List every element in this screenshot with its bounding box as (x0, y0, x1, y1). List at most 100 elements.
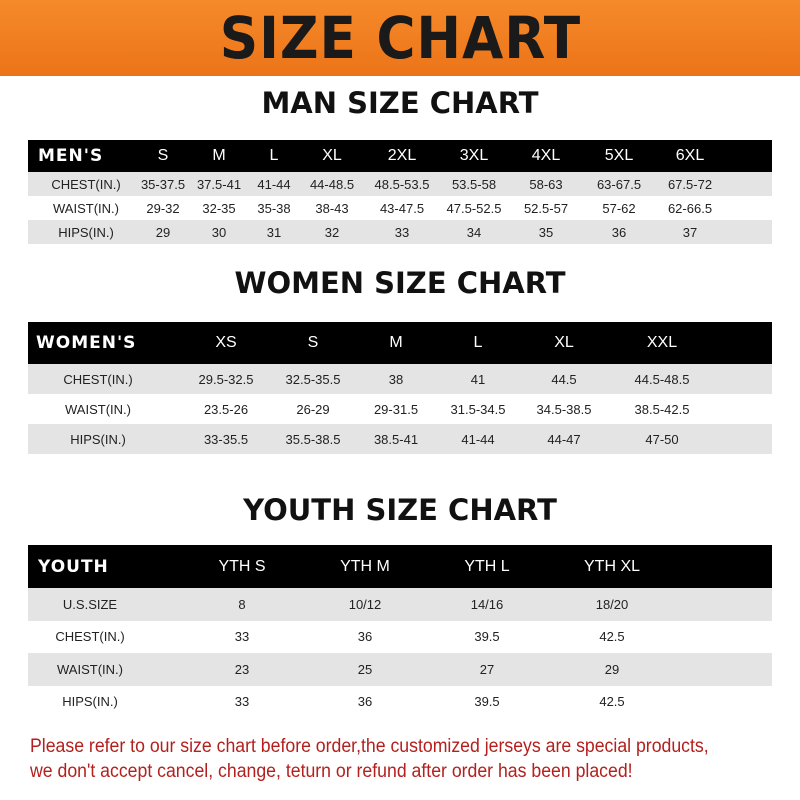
table-header: WOMEN'S XS S M L XL XXL (28, 322, 772, 364)
men-size-table: MEN'S S M L XL 2XL 3XL 4XL 5XL 6XL CHEST(IN.) 35-37… (28, 140, 772, 244)
row-label: WAIST(IN.) (57, 661, 123, 677)
table-cell: 35-38 (257, 200, 291, 216)
size-header: YTH XL (583, 557, 641, 575)
table-row: HIPS(IN.) 33-35.5 35.5-38.5 38.5-41 41-44 44-… (28, 424, 772, 454)
size-header: YTH S (218, 557, 266, 575)
table-cell: 38.5-41 (373, 431, 419, 447)
table-cell: 47-50 (645, 431, 679, 447)
size-header: YTH L (464, 557, 510, 575)
table-cell: 58-63 (529, 176, 563, 192)
row-label: CHEST(IN.) (55, 629, 125, 645)
table-cell: 27 (479, 661, 495, 677)
table-cell: 35.5-38.5 (285, 431, 341, 447)
table-cell: 42.5 (599, 694, 625, 710)
banner: SIZE CHART (0, 0, 800, 76)
table-cell: 62-66.5 (667, 200, 713, 216)
table-cell: 36 (357, 694, 373, 710)
order-note: Please refer to our size chart before or… (30, 734, 737, 784)
table-cell: 44.5-48.5 (634, 371, 690, 387)
banner-title: SIZE CHART (219, 4, 581, 72)
size-header: 5XL (604, 147, 634, 164)
size-header: S (157, 147, 169, 164)
size-header: M (212, 147, 226, 164)
table-cell: 44-47 (547, 431, 581, 447)
table-row: CHEST(IN.) 35-37.5 37.5-41 41-44 44-48.5 48.5… (28, 172, 772, 196)
table-row: HIPS(IN.) 33 36 39.5 42.5 (28, 685, 772, 718)
size-header: L (269, 147, 279, 164)
table-row: WAIST(IN.) 23 25 27 29 (28, 653, 772, 686)
table-cell: 29 (604, 661, 620, 677)
table-cell: 26-29 (296, 401, 330, 417)
table-row: WAIST(IN.) 29-32 32-35 35-38 38-43 43-47.5 47.… (28, 196, 772, 220)
size-header: YTH M (340, 557, 390, 575)
table-row: WAIST(IN.) 23.5-26 26-29 29-31.5 31.5-34.5 34… (28, 394, 772, 424)
youth-size-table: YOUTH YTH S YTH M YTH L YTH XL U.S.SIZE 8 10/12… (28, 545, 772, 718)
size-header: XL (322, 147, 342, 164)
table-cell: 63-67.5 (596, 176, 642, 192)
table-cell: 29-32 (146, 200, 180, 216)
table-cell: 35-37.5 (140, 176, 186, 192)
row-label: U.S.SIZE (62, 596, 118, 612)
size-header: XXL (646, 334, 678, 351)
table-cell: 25 (357, 661, 373, 677)
row-label: HIPS(IN.) (70, 431, 126, 447)
row-label: HIPS(IN.) (58, 224, 114, 240)
table-cell: 23.5-26 (203, 401, 249, 417)
table-row: U.S.SIZE 8 10/12 14/16 18/20 (28, 588, 772, 621)
table-cell: 39.5 (474, 694, 500, 710)
table-cell: 47.5-52.5 (446, 200, 502, 216)
size-header: 4XL (531, 147, 561, 164)
note-line-2: we don't accept cancel, change, teturn o… (30, 761, 633, 782)
table-cell: 48.5-53.5 (374, 176, 430, 192)
table-cell: 53.5-58 (451, 176, 497, 192)
table-cell: 29-31.5 (373, 401, 419, 417)
size-header: 6XL (675, 147, 705, 164)
table-title-cell: MEN'S (38, 146, 104, 166)
table-title-cell: WOMEN'S (36, 333, 137, 353)
table-cell: 36 (357, 629, 373, 645)
size-header: L (473, 334, 483, 351)
table-cell: 10/12 (348, 596, 382, 612)
table-cell: 43-47.5 (379, 200, 425, 216)
table-cell: 44-48.5 (309, 176, 355, 192)
women-size-table: WOMEN'S XS S M L XL XXL CHEST(IN.) 29.5-32.5 32.5… (28, 322, 772, 454)
table-cell: 39.5 (474, 629, 500, 645)
table-cell: 41-44 (257, 176, 291, 192)
table-row: CHEST(IN.) 29.5-32.5 32.5-35.5 38 41 44.5 44.5… (28, 364, 772, 394)
table-cell: 52.5-57 (523, 200, 569, 216)
table-row: HIPS(IN.) 29 30 31 32 33 34 35 36 37 (28, 220, 772, 244)
table-header: MEN'S S M L XL 2XL 3XL 4XL 5XL 6XL (28, 140, 772, 172)
size-header: XL (554, 334, 574, 351)
size-header: 3XL (459, 147, 489, 164)
table-cell: 57-62 (602, 200, 636, 216)
table-cell: 32-35 (202, 200, 236, 216)
table-cell: 31.5-34.5 (450, 401, 506, 417)
table-cell: 34 (466, 224, 482, 240)
table-cell: 29 (155, 224, 171, 240)
table-cell: 38 (388, 371, 404, 387)
table-cell: 23 (234, 661, 250, 677)
table-cell: 38-43 (315, 200, 349, 216)
row-label: WAIST(IN.) (65, 401, 131, 417)
table-cell: 8 (238, 596, 246, 612)
table-cell: 34.5-38.5 (536, 401, 592, 417)
size-header: S (307, 334, 319, 351)
table-cell: 35 (538, 224, 554, 240)
size-header: M (389, 334, 403, 351)
row-label: CHEST(IN.) (51, 176, 121, 192)
table-cell: 33 (394, 224, 410, 240)
table-title-cell: YOUTH (38, 556, 109, 577)
table-cell: 31 (266, 224, 282, 240)
table-cell: 38.5-42.5 (634, 401, 690, 417)
table-cell: 32 (324, 224, 340, 240)
table-cell: 36 (611, 224, 627, 240)
youth-title: YOUTH SIZE CHART (243, 493, 557, 527)
men-title: MAN SIZE CHART (261, 86, 539, 120)
table-cell: 14/16 (470, 596, 504, 612)
table-cell: 33 (234, 629, 250, 645)
table-cell: 67.5-72 (667, 176, 713, 192)
size-header: XS (215, 334, 237, 351)
table-cell: 30 (211, 224, 227, 240)
table-cell: 44.5 (551, 371, 577, 387)
women-title: WOMEN SIZE CHART (234, 266, 566, 300)
